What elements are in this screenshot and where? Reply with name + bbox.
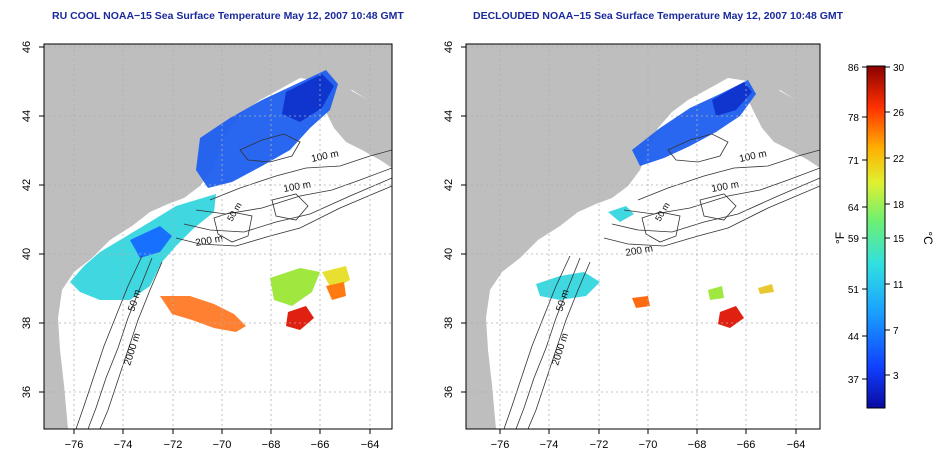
left-contour-label: 100 m [283,179,312,195]
celsius-tick-labels: 30 26 22 18 15 11 7 3 [893,63,905,382]
y-tick-label: 38 [21,317,33,329]
colorbar: 86 78 71 64 59 51 44 37 30 26 22 18 15 1… [833,63,935,409]
x-tick-label: −72 [164,439,183,451]
right-sst-red-eddy [718,306,744,328]
fahrenheit-tick: 64 [848,203,860,214]
celsius-tick: 7 [893,326,899,337]
left-map-grid [44,44,392,429]
y-tick-label: 42 [21,179,33,191]
fahrenheit-tick: 51 [848,285,860,296]
right-x-tick-labels: −76 −74 −72 −70 −68 −66 −64 [491,439,806,451]
x-tick-label: −76 [491,439,510,451]
celsius-tick: 15 [893,234,905,245]
fahrenheit-tick: 78 [848,113,860,124]
right-contour-label: 100 m [711,179,740,195]
left-sst-green [270,268,320,306]
right-map-frame [465,43,821,430]
y-tick-label: 36 [443,386,455,398]
y-tick-label: 44 [443,110,455,122]
right-sst-shelf [536,272,600,300]
fahrenheit-tick: 44 [848,332,860,343]
colorbar-scale [866,65,886,409]
y-tick-label: 44 [21,110,33,122]
x-tick-label: −70 [639,439,658,451]
fahrenheit-tick: 86 [848,63,860,74]
right-map-ticks [461,46,797,434]
x-tick-label: −72 [590,439,609,451]
x-tick-label: −74 [540,439,559,451]
celsius-tick: 11 [893,280,904,291]
left-x-tick-labels: −76 −74 −72 −70 −68 −66 −64 [65,439,380,451]
y-tick-label: 40 [443,248,455,260]
left-map-nova-scotia [318,78,392,168]
y-tick-label: 36 [21,386,33,398]
right-contour-label: 200 m [625,243,654,259]
left-sst-red-eddy [286,306,314,330]
fahrenheit-tick: 59 [848,234,860,245]
right-sst-shelf-north [608,206,634,222]
right-sst-gulf-of-maine-deep [712,82,752,116]
celsius-tick: 3 [893,371,899,382]
left-sst-gulf-of-maine-deep [282,74,334,122]
y-tick-label: 42 [443,179,455,191]
left-map-frame [43,43,393,430]
celsius-tick: 18 [893,200,905,211]
x-tick-label: −64 [787,439,806,451]
left-sst-yellow [322,266,350,290]
colorbar-ticks [862,66,890,380]
left-map-land [44,44,392,429]
left-y-tick-labels: 36 38 40 42 44 46 [21,41,33,398]
left-sst-orange [326,282,346,300]
x-tick-label: −66 [311,439,330,451]
x-tick-label: −76 [65,439,84,451]
left-contour-label: 200 m [195,233,224,249]
x-tick-label: −70 [213,439,232,451]
y-tick-label: 38 [443,317,455,329]
y-tick-label: 46 [443,41,455,53]
right-sst-green [708,286,724,300]
celsius-unit-label: °C [921,231,935,245]
x-tick-label: −74 [114,439,133,451]
right-map-panel: 100 m 100 m 50 m 200 m 50 m 2000 m [443,41,821,451]
fahrenheit-unit-label: °F [833,232,847,244]
x-tick-label: −68 [688,439,707,451]
x-tick-label: −66 [737,439,756,451]
celsius-tick: 30 [893,63,905,74]
fahrenheit-tick-labels: 86 78 71 64 59 51 44 37 [848,63,860,386]
fahrenheit-tick: 37 [848,375,860,386]
y-tick-label: 46 [21,41,33,53]
left-map-ticks [39,46,371,434]
right-map-land [466,44,820,429]
left-map-panel: 100 m 100 m 50 m 200 m 50 m 2000 m [21,41,393,451]
fahrenheit-tick: 71 [848,156,860,167]
right-y-tick-labels: 36 38 40 42 44 46 [443,41,455,398]
right-sst-orange [632,296,650,308]
celsius-tick: 22 [893,154,905,165]
left-sst-shelf-blue [130,226,172,258]
left-bathymetry-contours [75,133,392,429]
x-tick-label: −68 [262,439,281,451]
right-map-title: DECLOUDED NOAA−15 Sea Surface Temperatur… [473,10,844,22]
right-bathymetry-contours [503,133,820,429]
left-map-title: RU COOL NOAA−15 Sea Surface Temperature … [52,10,404,22]
celsius-tick: 26 [893,108,905,119]
right-map-nova-scotia [746,78,820,168]
right-map-grid [466,44,820,429]
x-tick-label: −64 [361,439,380,451]
right-sst-yellow [758,284,774,294]
y-tick-label: 40 [21,248,33,260]
